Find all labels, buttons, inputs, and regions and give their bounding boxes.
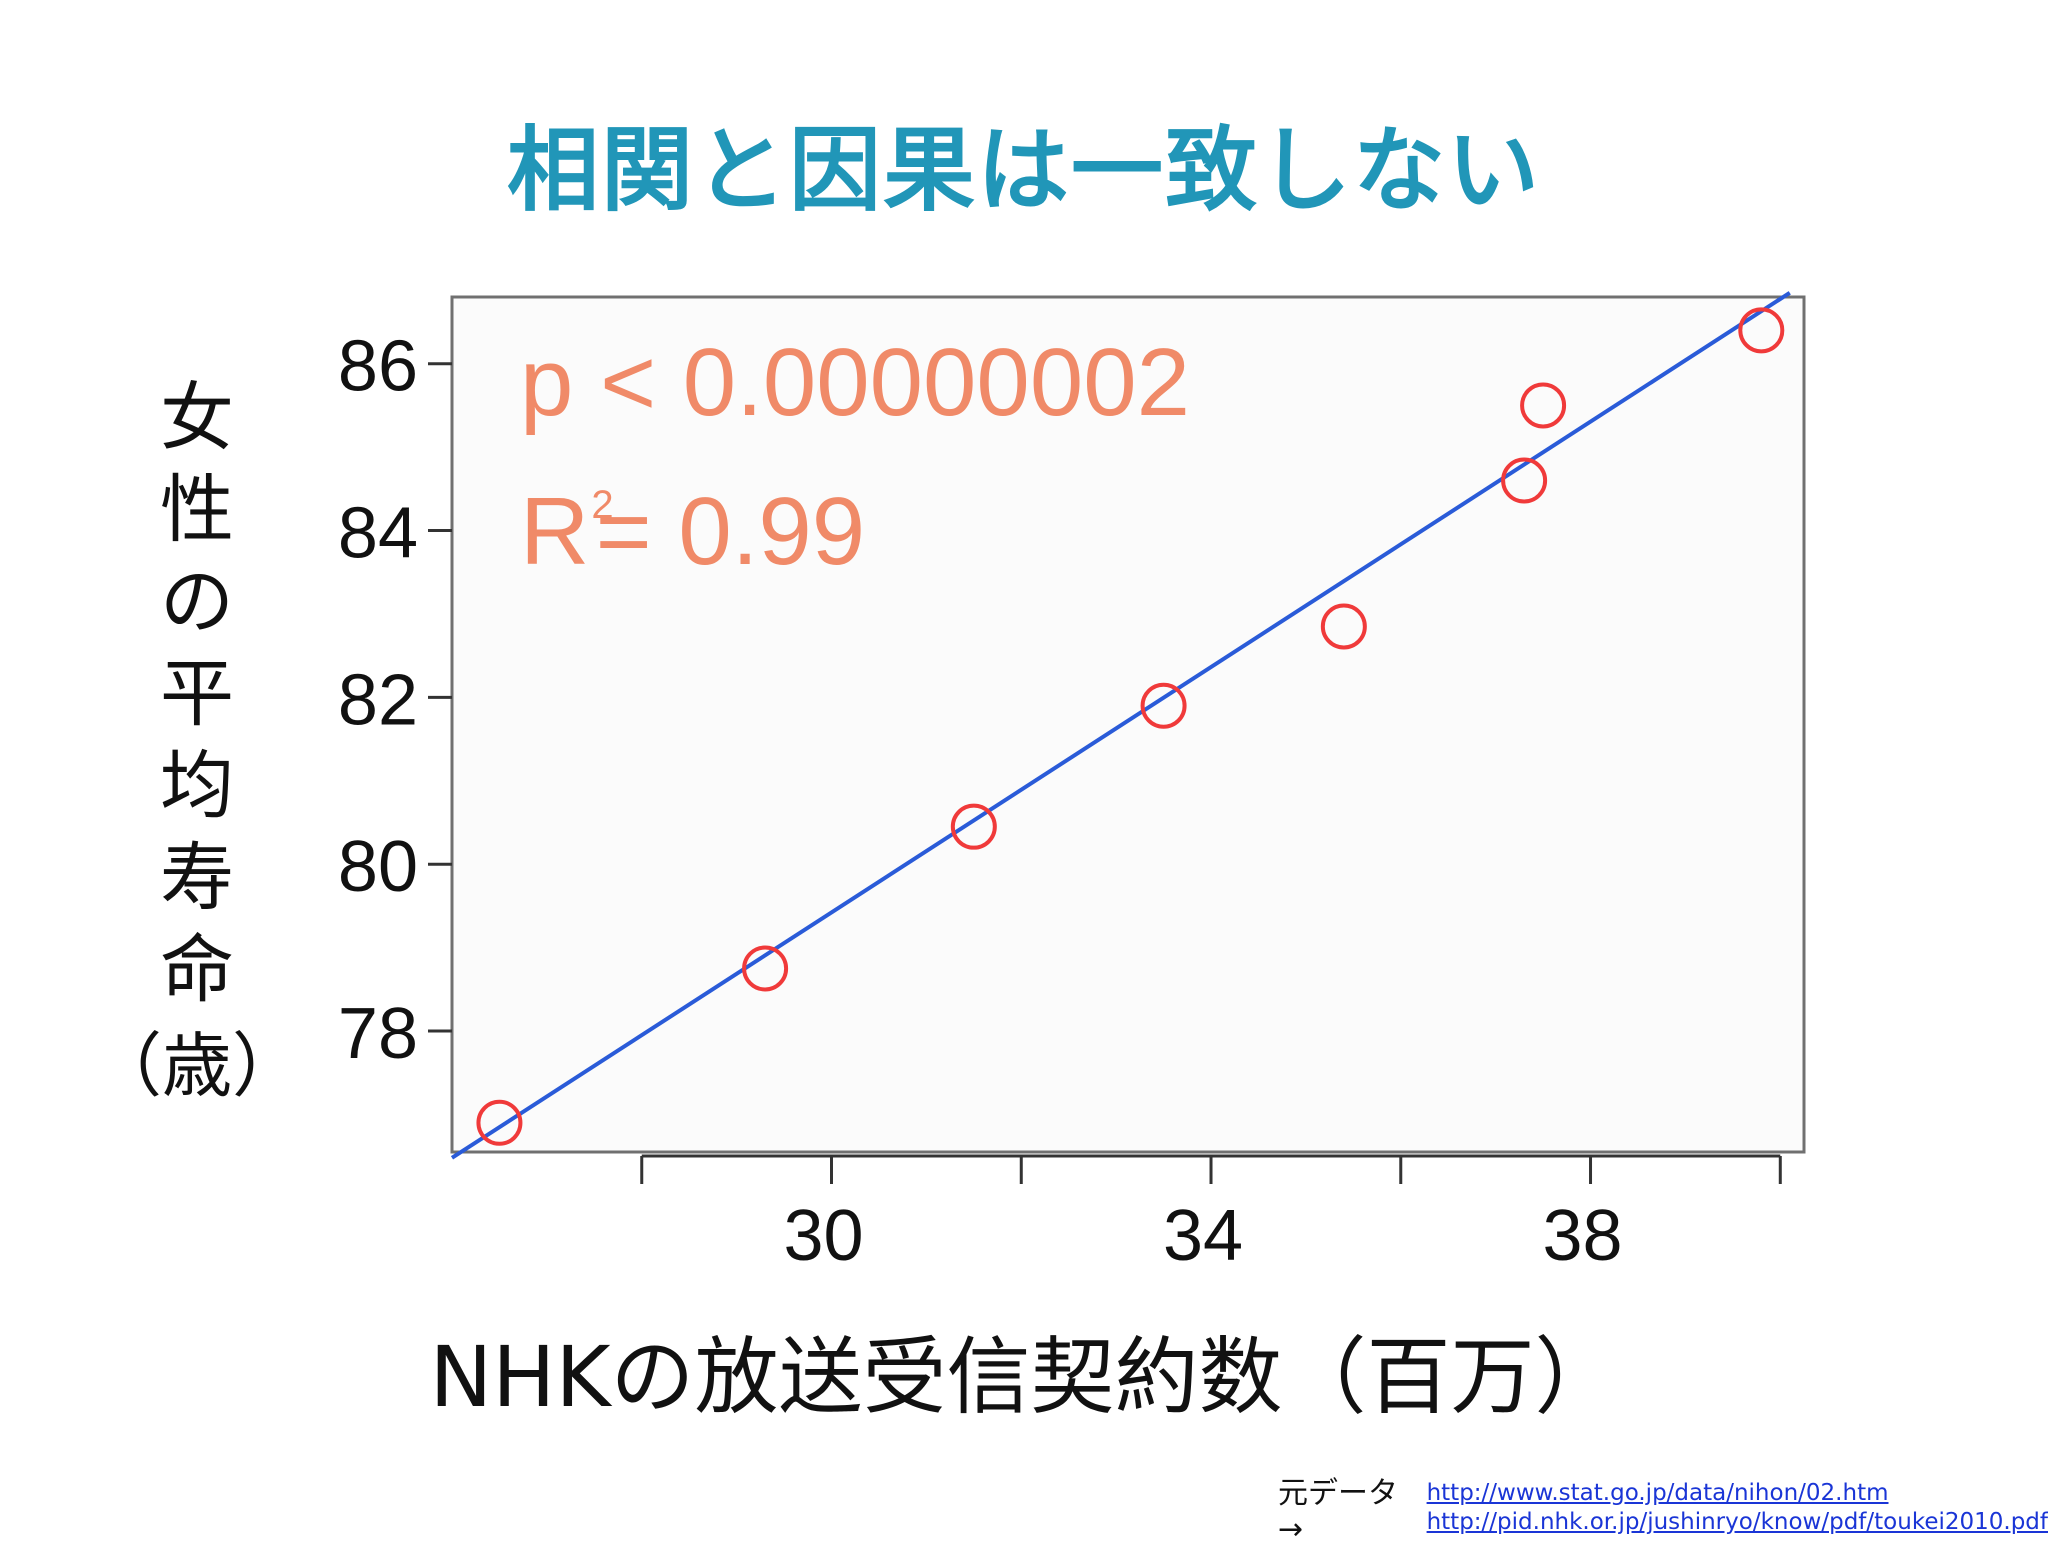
plot-frame bbox=[450, 295, 1806, 1154]
y-tick-label: 82 bbox=[338, 660, 418, 740]
y-tick-label: 78 bbox=[338, 994, 418, 1074]
y-label-char: 女 bbox=[160, 375, 234, 461]
p-value-text: p < 0.00000002 bbox=[520, 329, 1190, 436]
y-axis-label: 女性の平均寿命 （歳） bbox=[92, 372, 302, 1112]
source-links: http://www.stat.go.jp/data/nihon/02.htm … bbox=[1427, 1479, 2048, 1537]
slide-title: 相関と因果は一致しない bbox=[506, 117, 1541, 224]
r-superscript: 2 bbox=[591, 483, 614, 527]
data-point bbox=[1738, 307, 1785, 354]
y-label-char: 均 bbox=[160, 743, 234, 829]
y-label-char: 命 bbox=[160, 927, 234, 1013]
y-tick-label: 80 bbox=[338, 827, 418, 907]
y-label-char: 寿 bbox=[160, 835, 234, 921]
source-link-stat[interactable]: http://www.stat.go.jp/data/nihon/02.htm bbox=[1426, 1479, 1889, 1506]
y-label-char: 性 bbox=[160, 467, 234, 553]
y-label-unit: （歳） bbox=[92, 1025, 302, 1107]
data-point bbox=[950, 803, 997, 850]
y-tick-label: 86 bbox=[338, 327, 418, 407]
source-link-nhk[interactable]: http://pid.nhk.or.jp/jushinryo/know/pdf/… bbox=[1426, 1508, 2048, 1535]
x-tick-label: 34 bbox=[1163, 1196, 1243, 1276]
source-label: 元データ→ bbox=[1278, 1476, 1398, 1547]
y-label-char: 平 bbox=[160, 651, 234, 737]
data-point bbox=[742, 945, 789, 992]
y-tick-label: 84 bbox=[338, 494, 418, 574]
x-tick-label: 38 bbox=[1542, 1196, 1622, 1276]
r-squared-value: = 0.99 bbox=[595, 478, 866, 585]
data-point bbox=[1320, 603, 1367, 650]
data-point bbox=[1140, 682, 1187, 729]
source-citation: 元データ→ http://www.stat.go.jp/data/nihon/0… bbox=[1278, 1468, 2048, 1547]
y-label-char: の bbox=[160, 559, 234, 645]
regression-line bbox=[450, 291, 1791, 1160]
data-point bbox=[1520, 382, 1567, 429]
r-squared-text: R2= 0.99 bbox=[520, 444, 1190, 593]
r-symbol: R bbox=[520, 478, 590, 585]
data-point bbox=[476, 1099, 523, 1146]
plot-area bbox=[452, 297, 1804, 1152]
stats-annotation: p < 0.00000002 R2= 0.99 bbox=[520, 322, 1190, 593]
x-tick-label: 30 bbox=[783, 1196, 863, 1276]
data-point bbox=[1501, 457, 1548, 504]
x-axis-label: NHKの放送受信契約数（百万） bbox=[429, 1328, 1619, 1426]
